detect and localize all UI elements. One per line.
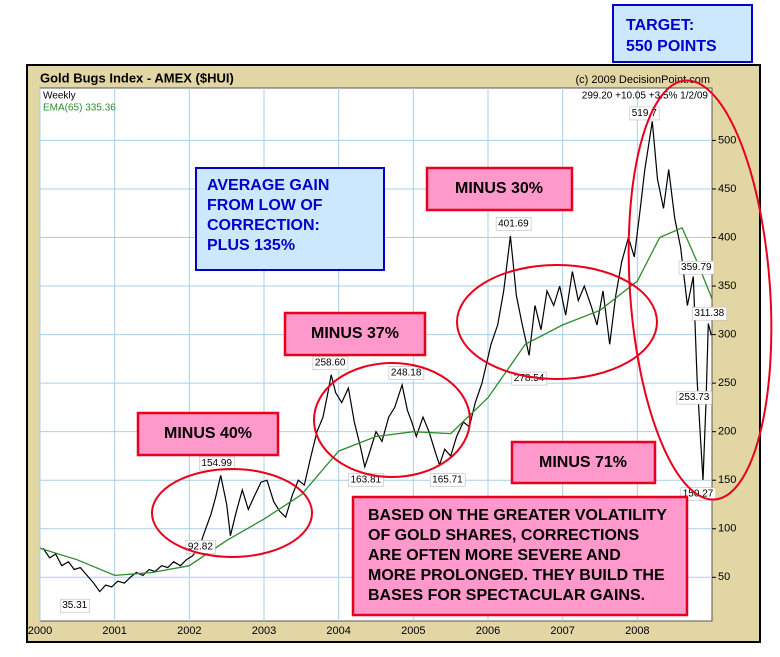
data-label: 154.99 xyxy=(201,458,232,469)
data-label-bg xyxy=(676,390,713,405)
data-label-bg xyxy=(678,260,715,275)
minus-box xyxy=(425,166,574,212)
data-label: 248.18 xyxy=(391,368,422,379)
gain-box xyxy=(195,167,385,271)
annotation-text: TARGET: xyxy=(626,17,694,34)
ellipse xyxy=(627,79,773,501)
annotation-text: OF GOLD SHARES, CORRECTIONS xyxy=(368,527,639,544)
data-label: 92.82 xyxy=(188,541,213,552)
x-tick-label: 2003 xyxy=(252,625,276,637)
data-label-bg xyxy=(495,217,532,231)
data-label: 163.81 xyxy=(351,474,382,485)
data-label: 165.71 xyxy=(432,475,463,486)
annotation-text: AVERAGE GAIN xyxy=(207,177,329,194)
data-label-bg xyxy=(59,598,90,613)
y-tick-label: 50 xyxy=(718,571,730,583)
x-tick-label: 2007 xyxy=(550,625,574,637)
annotation-text: FROM LOW OF xyxy=(207,197,323,214)
data-label: 519.7 xyxy=(632,108,657,119)
annotation-text: MINUS 30% xyxy=(455,180,543,197)
x-tick-label: 2004 xyxy=(326,625,350,637)
x-tick-label: 2000 xyxy=(28,625,52,637)
y-tick-label: 350 xyxy=(718,280,736,292)
annotation-text: MINUS 40% xyxy=(164,425,252,442)
annotation-text: MINUS 37% xyxy=(311,325,399,342)
x-tick-label: 2008 xyxy=(625,625,649,637)
y-tick-label: 300 xyxy=(718,329,736,341)
annotation-text: CORRECTION: xyxy=(207,217,320,234)
data-label: 253.73 xyxy=(679,392,710,403)
target-box xyxy=(612,4,753,63)
ellipse xyxy=(151,468,313,558)
x-tick-label: 2001 xyxy=(102,625,126,637)
ellipses xyxy=(151,79,773,558)
y-tick-label: 400 xyxy=(718,231,736,243)
series-line xyxy=(39,226,713,577)
data-label-bg xyxy=(312,356,349,370)
data-label-bg xyxy=(429,473,466,487)
y-tick-label: 150 xyxy=(718,474,736,486)
data-label-bg xyxy=(388,366,425,380)
annotation-text: PLUS 135% xyxy=(207,237,295,254)
minus-box xyxy=(283,311,427,357)
minus-box xyxy=(136,411,280,457)
minus-box xyxy=(510,440,657,485)
annotation-text: MORE PROLONGED. THEY BUILD THE xyxy=(368,567,665,584)
y-tick-label: 200 xyxy=(718,426,736,438)
x-tick-label: 2006 xyxy=(476,625,500,637)
annotation-text: ARE OFTEN MORE SEVERE AND xyxy=(368,547,621,564)
note-box xyxy=(351,495,689,617)
data-label: 401.69 xyxy=(498,219,529,230)
x-tick-label: 2002 xyxy=(177,625,201,637)
annotation-text: BASED ON THE GREATER VOLATILITY xyxy=(368,507,667,524)
period: Weekly xyxy=(43,91,76,102)
ellipse xyxy=(456,264,658,380)
legend-entry: EMA(65) 335.36 xyxy=(43,103,116,114)
data-label: 359.79 xyxy=(681,262,712,273)
data-label: 258.60 xyxy=(315,357,346,368)
y-tick-label: 100 xyxy=(718,523,736,535)
annotation-text: MINUS 71% xyxy=(539,454,627,471)
chart-title: Gold Bugs Index - AMEX ($HUI) xyxy=(40,70,234,85)
ellipse xyxy=(313,362,471,478)
series-line xyxy=(42,121,712,593)
data-label: 278.54 xyxy=(514,373,545,384)
last-quote: 299.20 +10.05 +3.5% 1/2/09 xyxy=(582,91,709,102)
x-tick-label: 2005 xyxy=(401,625,425,637)
y-tick-label: 450 xyxy=(718,183,736,195)
annotation-text: BASES FOR SPECTACULAR GAINS. xyxy=(368,587,645,604)
data-label: 311.38 xyxy=(694,308,724,319)
data-label: 35.31 xyxy=(62,600,87,611)
y-tick-label: 250 xyxy=(718,377,736,389)
data-label-bg xyxy=(692,306,727,321)
y-tick-label: 500 xyxy=(718,134,736,146)
annotation-text: 550 POINTS xyxy=(626,38,717,55)
